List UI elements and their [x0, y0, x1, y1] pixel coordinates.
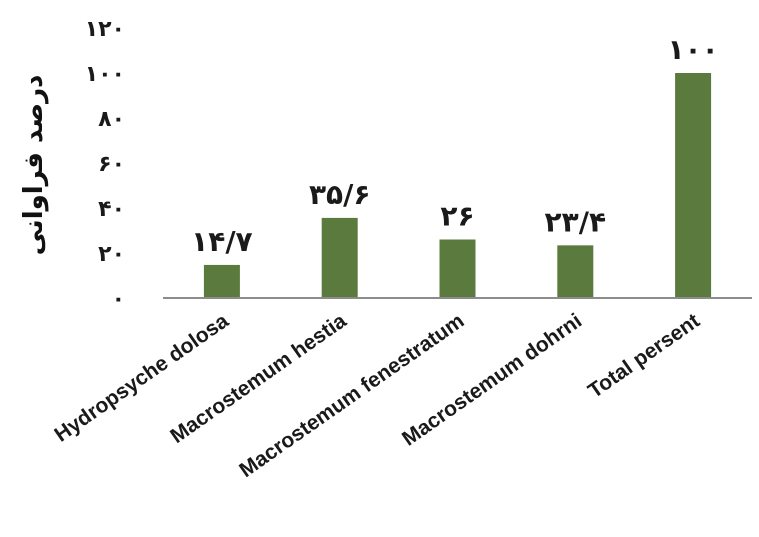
data-label: ۲۳/۴	[545, 205, 607, 238]
bar	[557, 245, 594, 298]
data-labels: ۱۴/۷ ۳۵/۶ ۲۶ ۲۳/۴ ۱۰۰	[191, 33, 719, 258]
data-label: ۳۵/۶	[309, 178, 371, 211]
y-tick-label: ۲۰	[98, 242, 125, 267]
data-label: ۱۴/۷	[191, 225, 253, 258]
bar	[321, 217, 358, 298]
y-tick-label: ۴۰	[98, 197, 125, 222]
y-axis-ticks: ۰ ۲۰ ۴۰ ۶۰ ۸۰ ۱۰۰ ۱۲۰	[85, 17, 125, 312]
data-label: ۱۰۰	[667, 33, 718, 66]
bars	[203, 73, 712, 298]
category-label: Macrostemum fenestratum	[235, 309, 468, 482]
y-tick-label: ۱۲۰	[85, 17, 125, 42]
y-tick-label: ۶۰	[98, 152, 125, 177]
y-tick-label: ۸۰	[98, 107, 125, 132]
data-label: ۲۶	[440, 200, 474, 233]
bar	[439, 239, 476, 298]
y-tick-label: ۱۰۰	[85, 62, 125, 87]
y-axis-label: درصد فراوانی	[19, 75, 49, 256]
y-tick-label: ۰	[112, 287, 125, 312]
bar	[675, 73, 712, 298]
category-label: Total persent	[584, 309, 704, 403]
bar	[203, 264, 240, 298]
